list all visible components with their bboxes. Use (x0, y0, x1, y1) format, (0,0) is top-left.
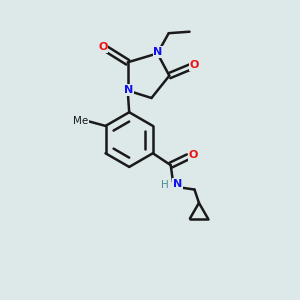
Text: N: N (124, 85, 133, 95)
Text: O: O (190, 60, 199, 70)
Text: N: N (153, 47, 163, 57)
Text: H: H (161, 180, 169, 190)
Text: O: O (98, 43, 107, 52)
Text: O: O (189, 150, 198, 161)
Text: Me: Me (73, 116, 88, 126)
Text: N: N (172, 179, 182, 189)
